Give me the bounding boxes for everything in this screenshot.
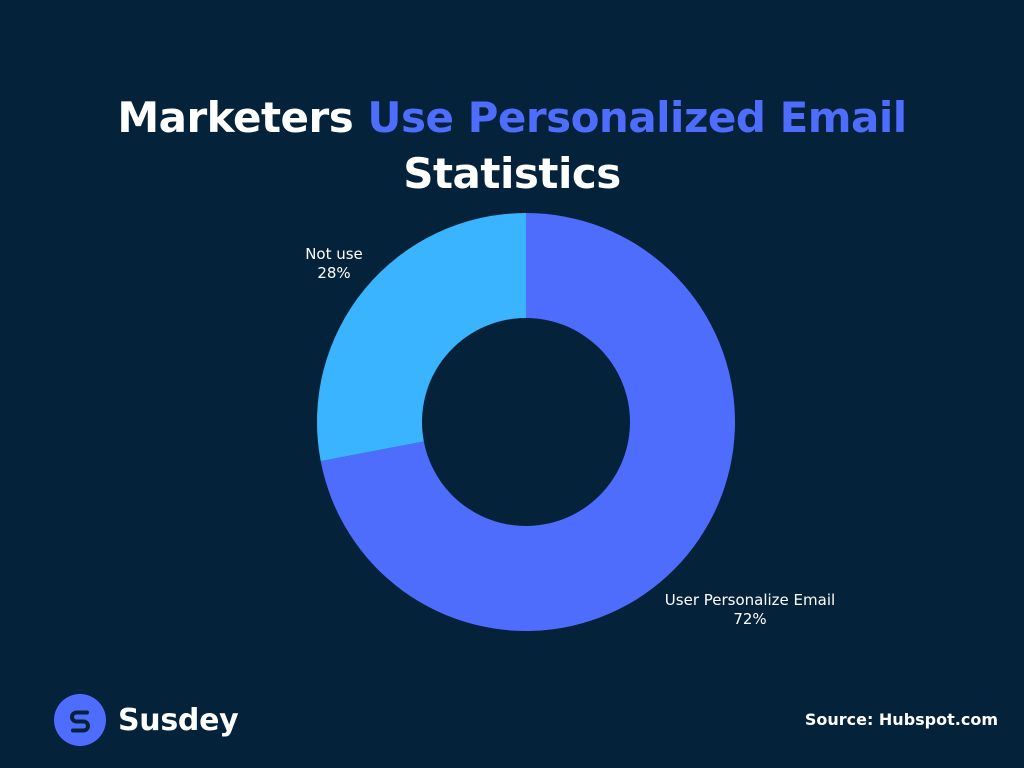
page-title: Marketers Use Personalized Email Statist… [0,90,1024,202]
brand-name: Susdey [118,702,239,738]
title-line-1: Marketers Use Personalized Email [0,90,1024,146]
brand: Susdey [54,694,239,746]
s-mark-icon [70,710,90,733]
susdey-logo-icon [54,694,106,746]
slice-label-not-use: Not use 28% [279,245,389,283]
source-credit: Source: Hubspot.com [804,710,998,729]
slice-label-not-use-name: Not use [305,245,363,263]
title-part-2: Statistics [403,149,621,199]
title-accent: Use Personalized Email [367,93,907,143]
title-part-1: Marketers [117,93,368,143]
slice-label-personalize: User Personalize Email 72% [645,591,855,629]
slice-label-not-use-value: 28% [317,264,351,282]
donut-slice-not-use [317,213,526,462]
donut-slice-user-personalize-email [320,213,736,631]
slice-label-personalize-value: 72% [733,610,767,628]
slice-label-personalize-name: User Personalize Email [664,591,836,609]
